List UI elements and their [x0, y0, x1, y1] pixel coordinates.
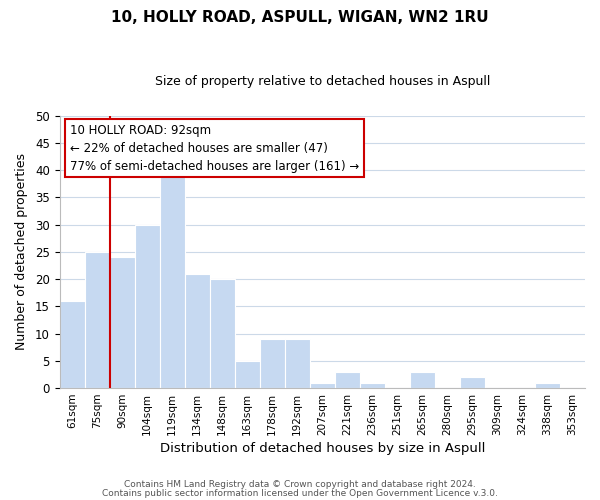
Bar — [134, 224, 160, 388]
Bar — [410, 372, 435, 388]
Bar — [310, 382, 335, 388]
Y-axis label: Number of detached properties: Number of detached properties — [15, 154, 28, 350]
Bar — [460, 377, 485, 388]
Title: Size of property relative to detached houses in Aspull: Size of property relative to detached ho… — [155, 75, 490, 88]
Text: Contains public sector information licensed under the Open Government Licence v.: Contains public sector information licen… — [102, 489, 498, 498]
Bar — [209, 279, 235, 388]
Bar — [235, 361, 260, 388]
Bar — [110, 258, 134, 388]
Bar — [285, 339, 310, 388]
Text: 10, HOLLY ROAD, ASPULL, WIGAN, WN2 1RU: 10, HOLLY ROAD, ASPULL, WIGAN, WN2 1RU — [111, 10, 489, 25]
X-axis label: Distribution of detached houses by size in Aspull: Distribution of detached houses by size … — [160, 442, 485, 455]
Bar — [260, 339, 285, 388]
Bar — [360, 382, 385, 388]
Text: Contains HM Land Registry data © Crown copyright and database right 2024.: Contains HM Land Registry data © Crown c… — [124, 480, 476, 489]
Bar — [85, 252, 110, 388]
Bar — [160, 176, 185, 388]
Text: 10 HOLLY ROAD: 92sqm
← 22% of detached houses are smaller (47)
77% of semi-detac: 10 HOLLY ROAD: 92sqm ← 22% of detached h… — [70, 124, 359, 172]
Bar — [535, 382, 560, 388]
Bar — [335, 372, 360, 388]
Bar — [59, 301, 85, 388]
Bar — [185, 274, 209, 388]
